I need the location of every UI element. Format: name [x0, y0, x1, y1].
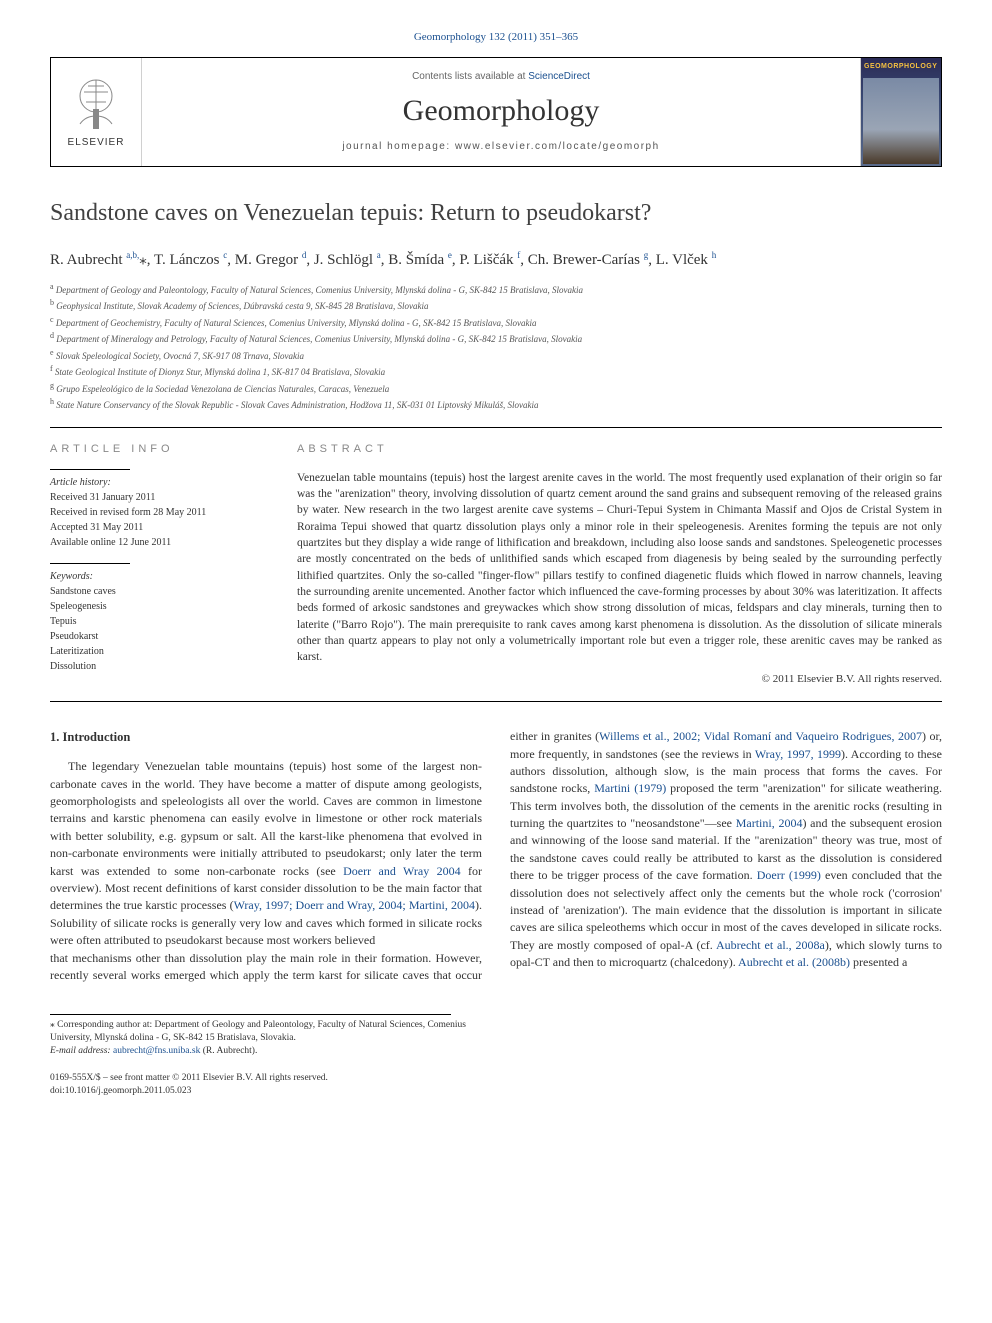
contents-prefix: Contents lists available at [412, 71, 528, 82]
affiliation-line: c Department of Geochemistry, Faculty of… [50, 314, 942, 331]
affiliation-line: a Department of Geology and Paleontology… [50, 281, 942, 298]
keywords-list: Sandstone cavesSpeleogenesisTepuisPseudo… [50, 585, 257, 674]
affiliation-line: d Department of Mineralogy and Petrology… [50, 330, 942, 347]
section-heading-intro: 1. Introduction [50, 728, 482, 746]
bottom-meta: 0169-555X/$ – see front matter © 2011 El… [50, 1072, 942, 1099]
keyword: Dissolution [50, 660, 257, 674]
contents-available-line: Contents lists available at ScienceDirec… [412, 70, 590, 84]
affiliation-line: e Slovak Speleological Society, Ovocná 7… [50, 347, 942, 364]
affiliation-line: f State Geological Institute of Dionyz S… [50, 363, 942, 380]
journal-reference: Geomorphology 132 (2011) 351–365 [50, 30, 942, 45]
intro-para-1: The legendary Venezuelan table mountains… [50, 758, 482, 949]
history-label: Article history: [50, 476, 257, 490]
article-title: Sandstone caves on Venezuelan tepuis: Re… [50, 197, 942, 231]
article-info-panel: article info Article history: Received 3… [50, 428, 275, 701]
author-list: R. Aubrecht a,b,⁎, T. Lánczos c, M. Greg… [50, 249, 942, 271]
journal-header: ELSEVIER Contents lists available at Sci… [50, 57, 942, 167]
mid-rule [50, 701, 942, 702]
cover-title: GEOMORPHOLOGY [861, 58, 941, 76]
elsevier-label: ELSEVIER [68, 136, 125, 150]
accepted-date: Accepted 31 May 2011 [50, 521, 257, 535]
keyword: Tepuis [50, 615, 257, 629]
email-label: E-mail address: [50, 1046, 111, 1056]
keywords-label: Keywords: [50, 570, 257, 584]
header-center: Contents lists available at ScienceDirec… [141, 58, 861, 166]
abstract-heading: abstract [297, 442, 942, 458]
info-rule-2 [50, 563, 130, 564]
doi-line: doi:10.1016/j.geomorph.2011.05.023 [50, 1085, 328, 1098]
corresponding-author: ⁎ Corresponding author at: Department of… [50, 1019, 478, 1045]
email-line: E-mail address: aubrecht@fns.uniba.sk (R… [50, 1045, 478, 1058]
cover-image [863, 78, 939, 164]
issn-line: 0169-555X/$ – see front matter © 2011 El… [50, 1072, 328, 1085]
article-info-heading: article info [50, 442, 257, 457]
email-attribution: (R. Aubrecht). [203, 1046, 258, 1056]
homepage-prefix: journal homepage: [342, 141, 455, 152]
abstract-panel: abstract Venezuelan table mountains (tep… [275, 428, 942, 701]
footnote-rule [50, 1014, 451, 1015]
keyword: Pseudokarst [50, 630, 257, 644]
info-abstract-row: article info Article history: Received 3… [50, 428, 942, 701]
journal-name: Geomorphology [403, 90, 600, 132]
keyword: Lateritization [50, 645, 257, 659]
body-columns: 1. Introduction The legendary Venezuelan… [50, 728, 942, 984]
keyword: Sandstone caves [50, 585, 257, 599]
sciencedirect-link[interactable]: ScienceDirect [528, 71, 590, 82]
journal-homepage: journal homepage: www.elsevier.com/locat… [342, 140, 659, 154]
affiliation-line: g Grupo Espeleológico de la Sociedad Ven… [50, 380, 942, 397]
journal-cover-thumbnail: GEOMORPHOLOGY [861, 58, 941, 166]
abstract-copyright: © 2011 Elsevier B.V. All rights reserved… [297, 672, 942, 688]
online-date: Available online 12 June 2011 [50, 536, 257, 550]
revised-date: Received in revised form 28 May 2011 [50, 506, 257, 520]
email-link[interactable]: aubrecht@fns.uniba.sk [113, 1046, 200, 1056]
affiliation-line: h State Nature Conservancy of the Slovak… [50, 396, 942, 413]
keyword: Speleogenesis [50, 600, 257, 614]
elsevier-tree-icon [66, 74, 126, 134]
affiliation-line: b Geophysical Institute, Slovak Academy … [50, 297, 942, 314]
info-rule-1 [50, 469, 130, 470]
received-date: Received 31 January 2011 [50, 491, 257, 505]
affiliations: a Department of Geology and Paleontology… [50, 281, 942, 413]
homepage-url[interactable]: www.elsevier.com/locate/geomorph [455, 141, 660, 152]
bottom-left: 0169-555X/$ – see front matter © 2011 El… [50, 1072, 328, 1099]
footnotes: ⁎ Corresponding author at: Department of… [50, 1019, 478, 1057]
elsevier-logo: ELSEVIER [51, 58, 141, 166]
abstract-text: Venezuelan table mountains (tepuis) host… [297, 470, 942, 666]
